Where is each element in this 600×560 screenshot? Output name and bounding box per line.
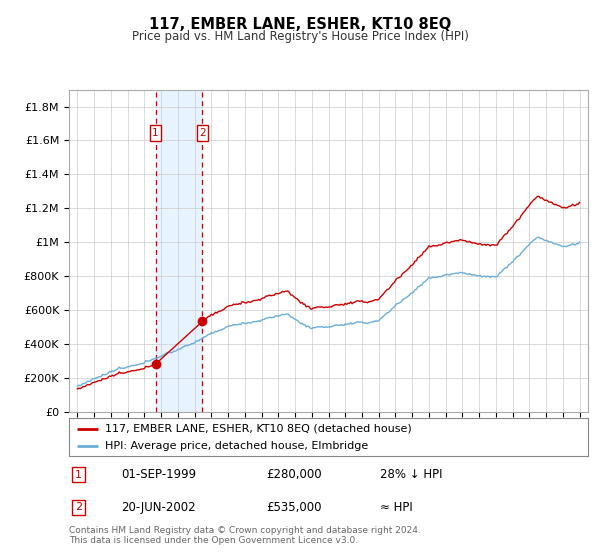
Text: 1: 1 [152, 128, 159, 138]
Text: 28% ↓ HPI: 28% ↓ HPI [380, 468, 443, 481]
Text: 117, EMBER LANE, ESHER, KT10 8EQ: 117, EMBER LANE, ESHER, KT10 8EQ [149, 17, 451, 32]
Text: This data is licensed under the Open Government Licence v3.0.: This data is licensed under the Open Gov… [69, 536, 358, 545]
Text: HPI: Average price, detached house, Elmbridge: HPI: Average price, detached house, Elmb… [106, 441, 368, 451]
Text: 1: 1 [75, 470, 82, 480]
Text: 2: 2 [75, 502, 82, 512]
Text: 20-JUN-2002: 20-JUN-2002 [121, 501, 196, 514]
Text: 2: 2 [199, 128, 206, 138]
Text: 117, EMBER LANE, ESHER, KT10 8EQ (detached house): 117, EMBER LANE, ESHER, KT10 8EQ (detach… [106, 423, 412, 433]
Text: Price paid vs. HM Land Registry's House Price Index (HPI): Price paid vs. HM Land Registry's House … [131, 30, 469, 43]
Text: £535,000: £535,000 [266, 501, 322, 514]
Text: 01-SEP-1999: 01-SEP-1999 [121, 468, 196, 481]
Text: £280,000: £280,000 [266, 468, 322, 481]
Bar [155, 90, 202, 412]
Text: Contains HM Land Registry data © Crown copyright and database right 2024.: Contains HM Land Registry data © Crown c… [69, 526, 421, 535]
Text: ≈ HPI: ≈ HPI [380, 501, 413, 514]
